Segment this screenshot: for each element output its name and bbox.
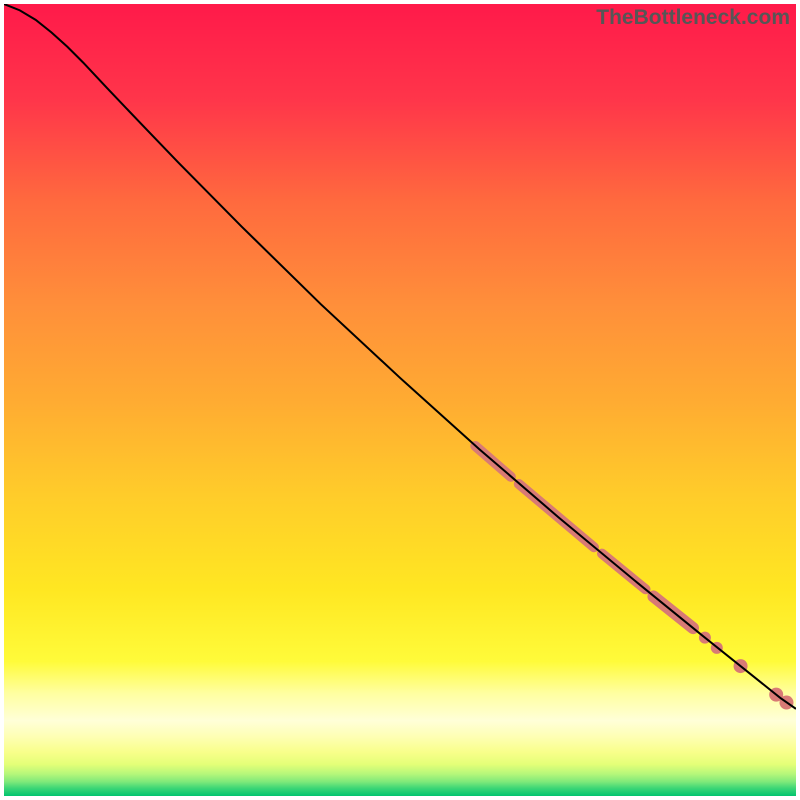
- watermark-text: TheBottleneck.com: [596, 6, 790, 30]
- chart-container: TheBottleneck.com: [0, 0, 800, 800]
- curve-layer: [4, 4, 796, 796]
- decay-curve: [4, 4, 796, 709]
- plot-area: [4, 4, 796, 796]
